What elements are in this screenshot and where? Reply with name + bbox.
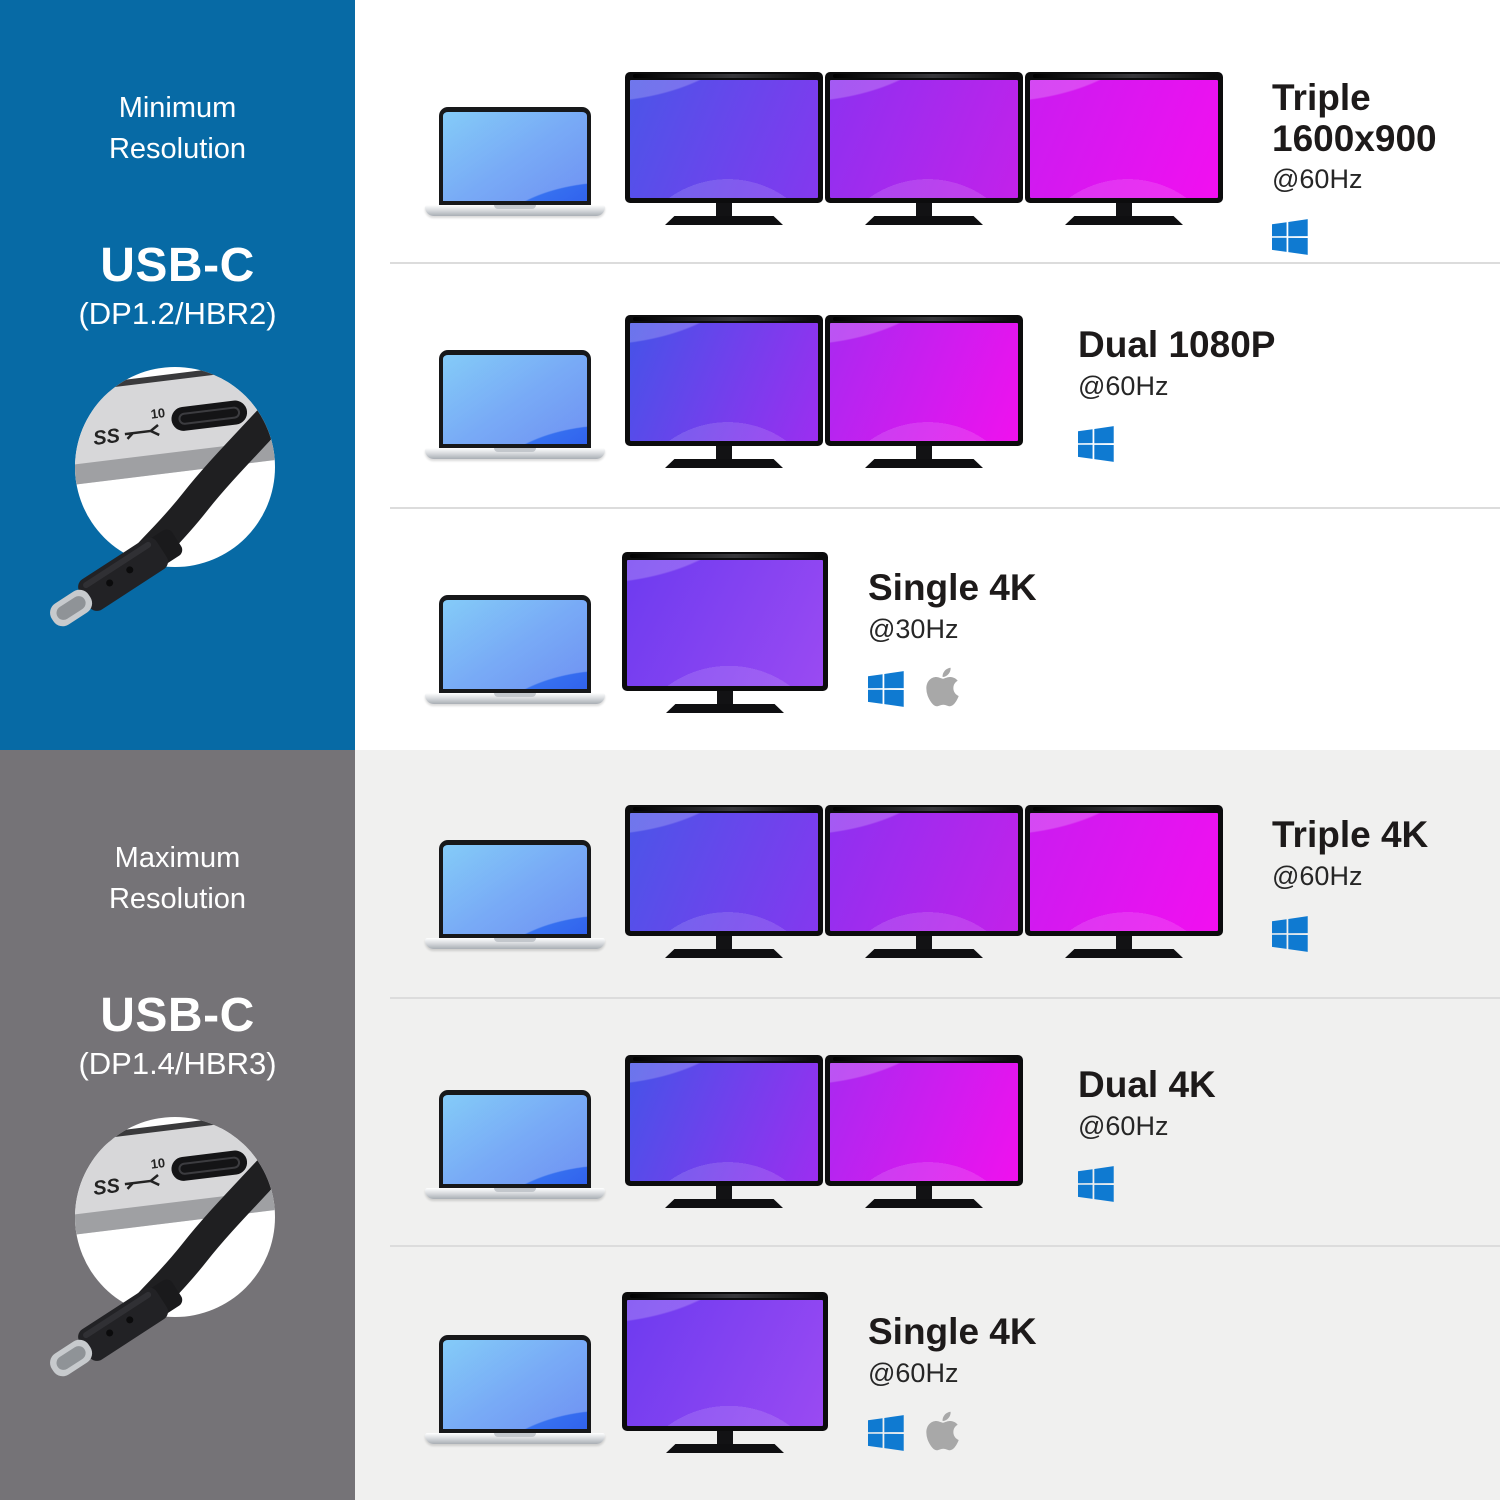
port-name: USB-C [100,989,255,1042]
svg-text:10: 10 [150,1155,166,1172]
resolution-title: Triple 4K [1272,814,1429,855]
row-divider [390,1245,1500,1247]
laptop-icon [425,1090,605,1199]
sidebar-maximum: Maximum Resolution USB-C (DP1.4/HBR3) SS… [0,750,355,1500]
resolution-title: Dual 4K [1078,1064,1216,1105]
resolution-mode-label: Maximum Resolution [108,842,247,915]
section-maximum: Maximum Resolution USB-C (DP1.4/HBR3) SS… [0,750,1500,1500]
usb-c-plug [50,529,183,627]
refresh-rate: @60Hz [1272,860,1363,891]
windows-logo-icon [1272,219,1308,256]
refresh-rate: @30Hz [868,613,959,644]
laptop-icon [425,840,605,949]
config-caption: Triple 1600x900 @60Hz [1272,77,1500,256]
config-caption: Triple 4K @60Hz [1272,814,1500,952]
usb-c-cable-photo: SS 10 [50,367,275,627]
refresh-rate: @60Hz [1078,370,1169,401]
port-spec: (DP1.4/HBR3) [78,1046,277,1081]
config-caption: Single 4K @30Hz [868,567,1103,709]
resolution-mode-label: Minimum Resolution [108,92,247,165]
laptop-icon [425,1335,605,1444]
dual-monitor-icon [625,315,1023,468]
refresh-rate: @60Hz [868,1357,959,1388]
port-name: USB-C [100,239,255,292]
single-monitor-icon [622,1292,828,1453]
superspeed-badge: SS [92,425,122,450]
windows-logo-icon [1078,425,1114,462]
port-spec: (DP1.2/HBR2) [78,296,277,331]
resolution-title: Triple 1600x900 [1272,77,1437,159]
row-divider [390,507,1500,509]
usb-c-cable-photo: SS 10 [50,1117,275,1377]
config-caption: Dual 4K @60Hz [1078,1064,1313,1202]
resolution-title: Single 4K [868,567,1037,608]
laptop-icon [425,107,605,216]
laptop-icon [425,595,605,704]
triple-monitor-icon [625,805,1223,958]
resolution-title: Single 4K [868,1311,1037,1352]
apple-logo-icon [926,1411,959,1450]
apple-logo-icon [926,667,959,706]
config-caption: Dual 1080P @60Hz [1078,324,1313,462]
dual-monitor-icon [625,1055,1023,1208]
usb-trident-icon [124,1174,160,1190]
single-monitor-icon [622,552,828,713]
config-caption: Single 4K @60Hz [868,1311,1103,1453]
refresh-rate: @60Hz [1078,1110,1169,1141]
sidebar-minimum: Minimum Resolution USB-C (DP1.2/HBR2) SS… [0,0,355,750]
row-divider [390,262,1500,264]
section-minimum: Minimum Resolution USB-C (DP1.2/HBR2) SS… [0,0,1500,750]
usb-trident-icon [124,424,160,440]
windows-logo-icon [868,670,904,707]
refresh-rate: @60Hz [1272,164,1363,195]
svg-text:10: 10 [150,405,166,422]
laptop-icon [425,350,605,459]
usb-c-plug [50,1279,183,1377]
windows-logo-icon [1272,915,1308,952]
resolution-title: Dual 1080P [1078,324,1276,365]
superspeed-badge: SS [92,1175,122,1200]
triple-monitor-icon [625,72,1223,225]
row-divider [390,997,1500,999]
windows-logo-icon [868,1414,904,1451]
windows-logo-icon [1078,1165,1114,1202]
